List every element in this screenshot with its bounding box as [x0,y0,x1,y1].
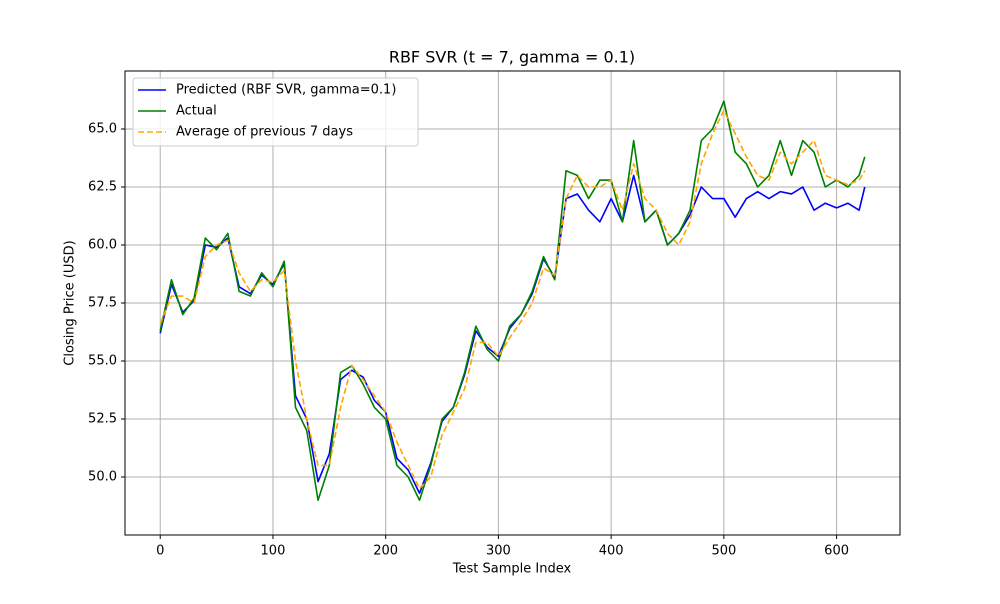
series-line [159,109,866,490]
x-tick-label: 100 [261,544,286,559]
y-tick-label: 55.0 [88,354,117,369]
y-tick-label: 65.0 [88,122,117,137]
x-tick-label: 400 [599,544,624,559]
y-tick-label: 60.0 [88,238,117,253]
series-line [159,100,866,501]
x-tick-label: 500 [711,544,736,559]
x-tick-label: 600 [824,544,849,559]
x-axis-label: Test Sample Index [452,562,572,577]
x-tick-label: 200 [373,544,398,559]
plot-frame [124,70,901,536]
x-tick-label: 300 [486,544,511,559]
legend-label: Predicted (RBF SVR, gamma=0.1) [176,83,396,98]
chart-title: RBF SVR (t = 7, gamma = 0.1) [389,48,635,67]
legend-label: Actual [176,104,217,119]
legend-box [132,77,419,147]
y-tick-label: 57.5 [88,296,117,311]
y-tick-label: 62.5 [88,180,117,195]
x-tick-label: 0 [156,544,164,559]
y-axis-label: Closing Price (USD) [63,240,78,365]
y-tick-label: 52.5 [88,412,117,427]
y-tick-label: 50.0 [88,470,117,485]
legend-label: Average of previous 7 days [176,125,353,140]
